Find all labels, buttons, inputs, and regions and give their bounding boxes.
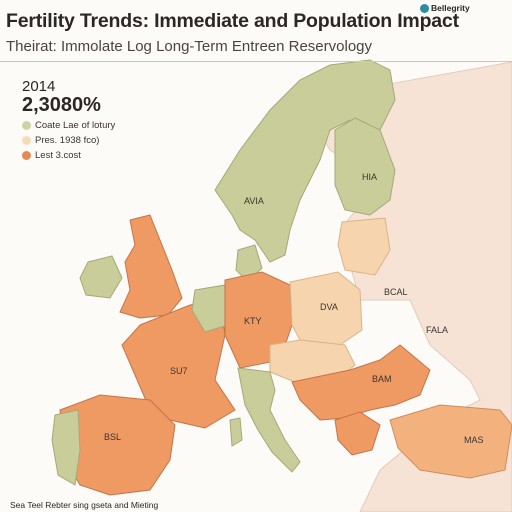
- region-finland: [334, 117, 396, 216]
- legend-label: Coate Lae of lotury: [35, 120, 116, 131]
- map-label-bsl: BSL: [104, 432, 122, 442]
- title-divider: [0, 61, 512, 62]
- legend: Coate Lae of lotury Pres. 1938 fco) Lest…: [22, 118, 115, 163]
- legend-swatch: [22, 121, 31, 130]
- brand-icon: [420, 3, 429, 13]
- map-label-ha: HIA: [362, 172, 378, 182]
- region-poland: [289, 271, 363, 346]
- footnote: Sea Teel Rebter sing gseta and Mieting: [10, 500, 159, 510]
- legend-year: 2014: [22, 78, 56, 95]
- legend-swatch: [22, 151, 31, 160]
- legend-label: Lest 3.cost: [35, 150, 81, 161]
- legend-value: 2,3080%: [22, 94, 101, 116]
- legend-item: Pres. 1938 fco): [22, 133, 115, 148]
- legend-item: Lest 3.cost: [22, 148, 115, 163]
- brand-logo: Bellegrity: [420, 3, 470, 13]
- legend-swatch: [22, 136, 31, 145]
- legend-item: Coate Lae of lotury: [22, 118, 115, 133]
- region-turkey: [389, 404, 512, 479]
- region-balkans: [291, 344, 431, 421]
- region-portugal: [51, 409, 81, 486]
- map-label-suz: SU7: [170, 366, 188, 376]
- legend-label: Pres. 1938 fco): [35, 135, 100, 146]
- map-label-dva: DVA: [320, 302, 338, 312]
- region-ireland: [79, 255, 123, 299]
- map-label-fala: FALA: [426, 325, 449, 335]
- map-label-bal: BCAL: [384, 287, 408, 297]
- map-label-mas: MAS: [464, 435, 484, 445]
- map-label-bam: BAM: [372, 374, 392, 384]
- map-label-avia: AVIA: [244, 196, 264, 206]
- region-greece: [334, 411, 381, 456]
- region-sardinia: [229, 417, 243, 447]
- map-subtitle: Theirat: Immolate Log Long-Term Entreen …: [6, 38, 373, 55]
- brand-name: Bellegrity: [431, 3, 470, 13]
- map-title: Fertility Trends: Immediate and Populati…: [6, 10, 459, 32]
- region-britain: [119, 214, 183, 319]
- region-benelux: [191, 284, 229, 333]
- region-baltics: [337, 217, 391, 276]
- region-italy: [237, 367, 301, 473]
- map-label-kty: KTY: [244, 316, 262, 326]
